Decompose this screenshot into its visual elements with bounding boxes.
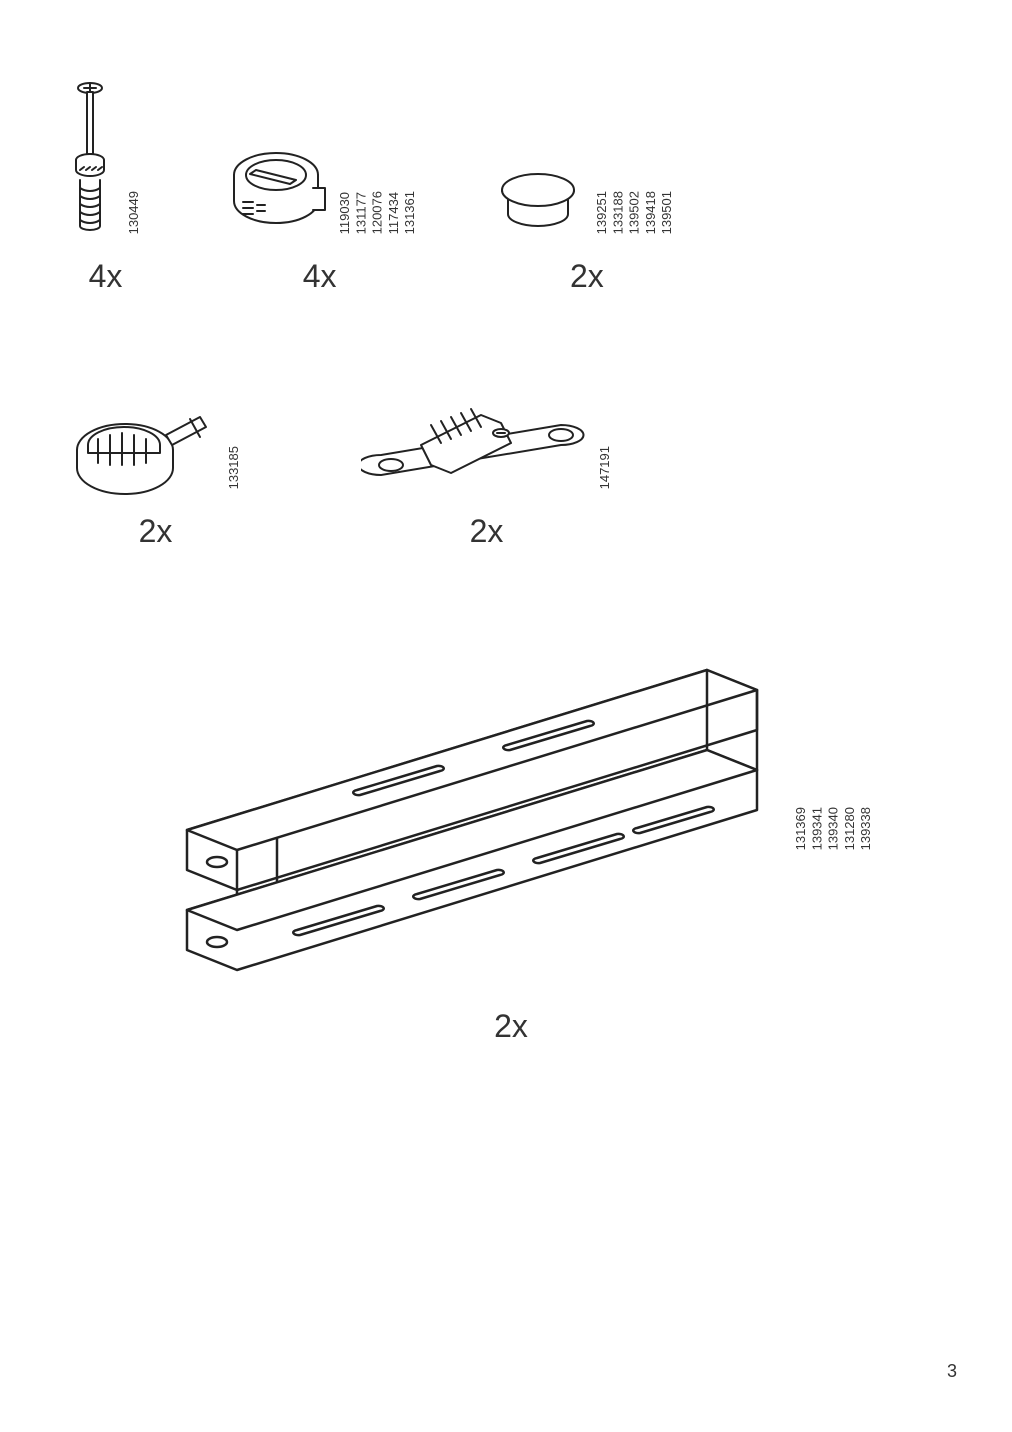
part-codes: 131369 139341 139340 131280 139338 xyxy=(793,807,874,850)
cap-icon xyxy=(498,170,588,240)
part-body: 133185 xyxy=(70,395,241,495)
page-number: 3 xyxy=(947,1361,957,1382)
part-body: 119030 131177 120076 117434 131361 xyxy=(221,140,418,240)
quantity-label: 2x xyxy=(470,513,504,550)
part-body: 130449 xyxy=(70,80,141,240)
part-codes: 133185 xyxy=(226,446,241,489)
quantity-label: 2x xyxy=(570,258,604,295)
part-cam-lock: 119030 131177 120076 117434 131361 4x xyxy=(221,140,418,295)
quantity-label: 2x xyxy=(494,1008,528,1045)
part-codes: 130449 xyxy=(126,191,141,234)
parts-row-1: 130449 4x xyxy=(70,80,952,295)
quantity-label: 2x xyxy=(139,513,173,550)
part-body: 139251 133188 139502 139418 139501 xyxy=(498,170,675,240)
part-codes: 119030 131177 120076 117434 131361 xyxy=(337,191,418,234)
part-codes: 139251 133188 139502 139418 139501 xyxy=(594,191,675,234)
part-body: 147191 xyxy=(361,385,612,495)
part-rail-bracket: 131369 139341 139340 131280 139338 2x xyxy=(70,630,952,1045)
rail-bracket-icon xyxy=(147,630,787,990)
part-codes: 147191 xyxy=(597,446,612,489)
assembly-hardware-page: 130449 4x xyxy=(0,0,1012,1432)
part-screw-bolt: 130449 4x xyxy=(70,80,141,295)
quantity-label: 4x xyxy=(303,258,337,295)
hinge-cup-icon xyxy=(70,395,220,495)
part-body: 131369 139341 139340 131280 139338 xyxy=(147,630,874,990)
part-hinge-arm: 147191 2x xyxy=(361,385,612,550)
parts-row-2: 133185 2x xyxy=(70,385,952,550)
hinge-arm-icon xyxy=(361,385,591,495)
part-hinge-cup: 133185 2x xyxy=(70,395,241,550)
part-cap: 139251 133188 139502 139418 139501 2x xyxy=(498,170,675,295)
quantity-label: 4x xyxy=(89,258,123,295)
screw-bolt-icon xyxy=(70,80,120,240)
cam-lock-icon xyxy=(221,140,331,240)
